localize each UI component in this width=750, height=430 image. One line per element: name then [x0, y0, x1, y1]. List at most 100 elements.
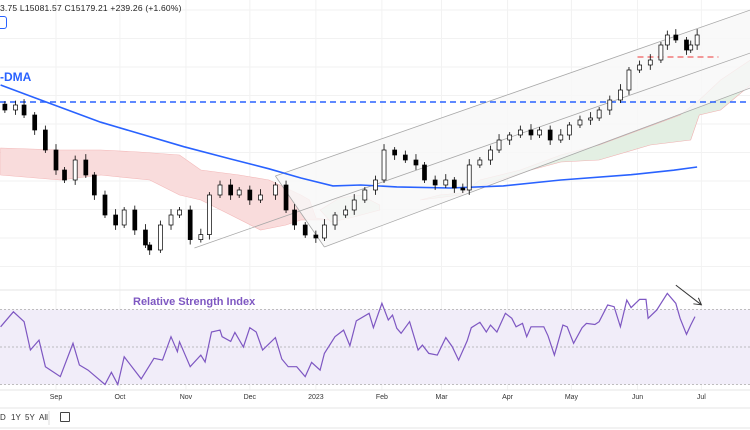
ohlc-readout: 3.75 L15081.57 C15179.21 +239.26 (+1.60%…	[0, 3, 182, 13]
candle-up	[121, 209, 127, 226]
candle-up	[258, 194, 263, 201]
candle-up	[332, 214, 338, 226]
candle-down	[247, 189, 253, 201]
x-tick-label: Dec	[243, 394, 257, 401]
x-tick-label: Mar	[435, 394, 448, 401]
candle-up	[381, 149, 387, 181]
candle-down	[451, 179, 457, 189]
candle-up	[343, 209, 349, 216]
x-tick-label: Apr	[502, 394, 513, 401]
ma-label: -DMA	[0, 70, 32, 84]
candle-up	[558, 134, 564, 141]
candle-down	[283, 184, 289, 211]
candle-up	[477, 159, 483, 166]
candle-down	[302, 224, 308, 236]
candle-up	[236, 189, 242, 196]
candle-down	[102, 194, 108, 216]
candle-down	[547, 129, 553, 141]
candle-up	[596, 109, 602, 119]
candle-down	[432, 179, 438, 186]
candle-up	[496, 139, 502, 151]
annotation-arrow	[675, 284, 702, 306]
candle-down	[62, 169, 67, 181]
candle-down	[187, 209, 193, 240]
candle-up	[647, 59, 653, 66]
annotation-arrow-head	[693, 297, 703, 306]
candle-down	[53, 149, 59, 171]
channel-line-upper	[275, 9, 750, 177]
x-tick-label: Jun	[631, 394, 644, 401]
calendar-icon[interactable]	[60, 412, 70, 422]
candle-up	[362, 189, 368, 201]
candle-up	[664, 34, 670, 46]
x-tick-label: Oct	[114, 394, 126, 401]
candle-up	[351, 199, 357, 211]
channel-line-middle	[194, 52, 750, 249]
candle-down	[147, 244, 153, 251]
candle-down	[673, 34, 679, 41]
candle-down	[228, 184, 234, 196]
candle-up	[207, 194, 212, 235]
range-button-all[interactable]: All	[39, 413, 48, 422]
x-tick-label: Nov	[179, 394, 193, 401]
candle-down	[460, 187, 466, 191]
candle-up	[637, 64, 642, 71]
channel-line-lower	[324, 87, 750, 248]
candle-down	[684, 39, 689, 51]
x-tick-label: 2023	[308, 394, 324, 401]
candle-up	[577, 119, 583, 126]
candle-down	[42, 129, 48, 151]
candle-up	[373, 179, 378, 191]
candle-up	[626, 69, 632, 91]
candle-down	[2, 103, 8, 111]
candle-up	[517, 129, 523, 136]
indicator-toggle-button[interactable]	[0, 16, 7, 29]
candle-up	[537, 129, 542, 136]
candle-down	[528, 129, 534, 136]
candle-down	[402, 154, 408, 161]
candle-up	[688, 44, 694, 51]
x-tick-label: Feb	[375, 394, 388, 401]
candle-down	[143, 229, 148, 246]
candle-up	[694, 34, 700, 46]
candle-up	[158, 224, 163, 251]
candle-up	[217, 184, 223, 196]
x-tick-label: Jul	[696, 394, 706, 401]
rsi-line	[0, 292, 696, 387]
candle-down	[422, 164, 427, 181]
candle-up	[607, 99, 613, 111]
candle-down	[91, 174, 97, 196]
candle-up	[322, 224, 327, 239]
candle-up	[507, 134, 513, 141]
candle-up	[72, 159, 78, 181]
candle-down	[292, 209, 297, 226]
candle-up	[198, 234, 204, 240]
candle-down	[132, 209, 138, 231]
ma200-line	[0, 84, 698, 189]
candle-down	[32, 114, 38, 131]
candle-up	[273, 184, 278, 196]
range-button-d[interactable]: D	[0, 413, 6, 422]
candle-down	[113, 214, 118, 226]
channel-fill	[275, 10, 750, 247]
candle-down	[83, 159, 89, 176]
candle-up	[618, 89, 623, 101]
candle-up	[466, 164, 472, 191]
candle-down	[392, 149, 398, 156]
range-button-1y[interactable]: 1Y	[11, 413, 21, 422]
candle-up	[443, 179, 449, 186]
candle-up	[177, 209, 182, 216]
candle-up	[13, 104, 18, 111]
candle-down	[413, 159, 419, 166]
rsi-title: Relative Strength Index	[133, 296, 256, 308]
candle-up	[566, 124, 572, 136]
candle-up	[488, 149, 493, 161]
candle-up	[168, 214, 174, 226]
candle-down	[21, 104, 27, 116]
x-tick-label: May	[564, 394, 579, 401]
candle-up	[588, 117, 593, 121]
candles	[2, 29, 700, 255]
range-button-5y[interactable]: 5Y	[25, 413, 35, 422]
candle-down	[313, 234, 319, 239]
